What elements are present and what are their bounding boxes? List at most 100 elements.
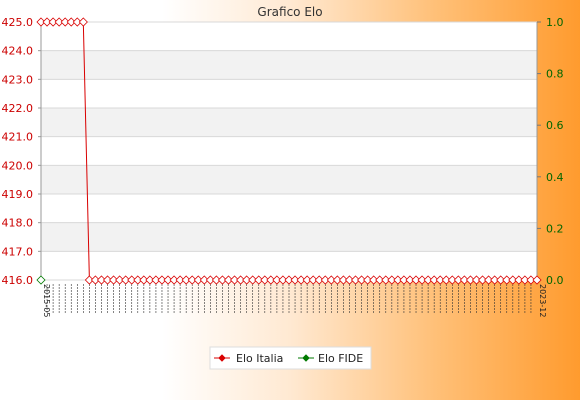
y-tick-label-left: 423.0 <box>2 73 34 86</box>
data-point-elo-italia <box>217 275 228 285</box>
data-point-elo-italia <box>145 275 155 285</box>
data-point-elo-italia <box>357 275 367 285</box>
y-tick-label-left: 417.0 <box>2 245 34 258</box>
data-point-elo-italia <box>181 275 191 285</box>
plot-band <box>41 251 537 280</box>
data-point-elo-italia <box>338 275 349 285</box>
data-point-elo-italia <box>169 275 179 285</box>
y-axis-right: 0.0 0.2 0.4 0.6 0.8 1.0 <box>536 16 564 287</box>
data-point-elo-italia <box>508 275 518 285</box>
y-tick-label-right: 0.6 <box>546 119 564 132</box>
y-tick-label-left: 424.0 <box>2 45 34 58</box>
data-point-elo-italia <box>381 275 391 285</box>
plot-band <box>41 50 537 80</box>
legend-elo-fide-marker <box>302 354 310 362</box>
series-elo-italia <box>36 17 542 285</box>
data-point-elo-italia <box>369 275 379 285</box>
x-tick-label: 2023-12 <box>538 284 547 317</box>
data-point-elo-italia <box>211 275 221 285</box>
plot-band <box>41 222 537 252</box>
data-point-elo-italia <box>42 17 52 27</box>
y-tick-label-left: 421.0 <box>2 131 34 144</box>
data-point-elo-italia <box>411 275 421 285</box>
data-point-elo-italia <box>260 275 270 285</box>
data-point-elo-italia <box>151 275 161 285</box>
data-point-elo-italia <box>115 275 125 285</box>
y-tick-label-left: 422.0 <box>2 102 34 115</box>
data-point-elo-italia <box>320 275 330 285</box>
plot-band <box>41 108 537 137</box>
data-point-elo-italia <box>278 275 288 285</box>
data-point-elo-italia <box>387 275 397 285</box>
data-point-elo-italia <box>459 275 469 285</box>
data-point-elo-italia <box>127 275 137 285</box>
chart-title: Grafico Elo <box>257 5 322 19</box>
data-point-elo-italia <box>471 275 482 285</box>
y-tick-label-left: 418.0 <box>2 217 34 230</box>
data-point-elo-italia <box>296 275 306 285</box>
y-tick-label-right: 1.0 <box>546 16 564 29</box>
data-point-elo-italia <box>429 275 439 285</box>
data-point-elo-italia <box>139 275 149 285</box>
plot-band <box>41 194 537 223</box>
data-point-elo-italia <box>84 275 94 285</box>
y-tick-label-left: 420.0 <box>2 159 34 172</box>
data-point-elo-italia <box>496 275 506 285</box>
legend-item-elo-italia: Elo Italia <box>214 352 283 365</box>
legend-item-elo-fide: Elo FIDE <box>298 352 363 365</box>
data-point-elo-italia <box>223 275 234 285</box>
legend: Elo Italia Elo FIDE <box>209 346 372 370</box>
data-point-elo-italia <box>532 275 542 285</box>
data-point-elo-italia <box>60 17 70 27</box>
data-point-elo-italia <box>199 275 209 285</box>
data-point-elo-italia <box>350 275 361 285</box>
data-point-elo-italia <box>447 275 457 285</box>
data-point-elo-italia <box>520 275 530 285</box>
data-point-elo-italia <box>248 275 258 285</box>
y-tick-label-left: 425.0 <box>2 16 34 29</box>
y-tick-label-left: 416.0 <box>2 274 34 287</box>
data-point-elo-italia <box>54 17 64 27</box>
data-point-elo-italia <box>78 17 88 27</box>
legend-elo-fide-label: Elo FIDE <box>318 352 363 365</box>
data-point-elo-italia <box>375 275 385 285</box>
y-tick-label-right: 0.2 <box>546 222 564 235</box>
data-point-elo-italia <box>405 275 415 285</box>
data-point-elo-italia <box>332 275 342 285</box>
data-point-elo-italia <box>36 17 46 27</box>
plot-band <box>41 136 537 166</box>
data-point-elo-italia <box>326 275 336 285</box>
data-point-elo-italia <box>526 275 536 285</box>
data-point-elo-italia <box>133 275 143 285</box>
data-point-elo-italia <box>435 275 445 285</box>
data-point-elo-italia <box>465 275 476 285</box>
data-point-elo-italia <box>417 275 427 285</box>
data-point-elo-italia <box>502 275 512 285</box>
data-point-elo-fide <box>36 275 46 285</box>
y-tick-label-right: 0.0 <box>546 274 564 287</box>
data-point-elo-italia <box>514 275 524 285</box>
data-point-elo-italia <box>272 275 282 285</box>
data-point-elo-italia <box>344 275 355 285</box>
y-tick-label-right: 0.4 <box>546 171 564 184</box>
data-point-elo-italia <box>193 275 203 285</box>
y-tick-label-left: 419.0 <box>2 188 34 201</box>
plot-band <box>41 22 537 51</box>
legend-box <box>209 346 372 370</box>
data-point-elo-italia <box>393 275 403 285</box>
data-point-elo-italia <box>242 275 252 285</box>
data-point-elo-italia <box>109 275 119 285</box>
data-point-elo-italia <box>121 275 131 285</box>
data-point-elo-italia <box>308 275 318 285</box>
data-point-elo-italia <box>90 275 101 285</box>
data-point-elo-italia <box>266 275 276 285</box>
data-point-elo-italia <box>284 275 294 285</box>
legend-elo-italia-label: Elo Italia <box>236 352 283 365</box>
data-point-elo-italia <box>48 17 58 27</box>
data-point-elo-italia <box>423 275 433 285</box>
data-point-elo-italia <box>72 17 82 27</box>
legend-elo-italia-marker <box>218 354 226 362</box>
data-point-elo-italia <box>236 275 246 285</box>
data-point-elo-italia <box>96 275 107 285</box>
